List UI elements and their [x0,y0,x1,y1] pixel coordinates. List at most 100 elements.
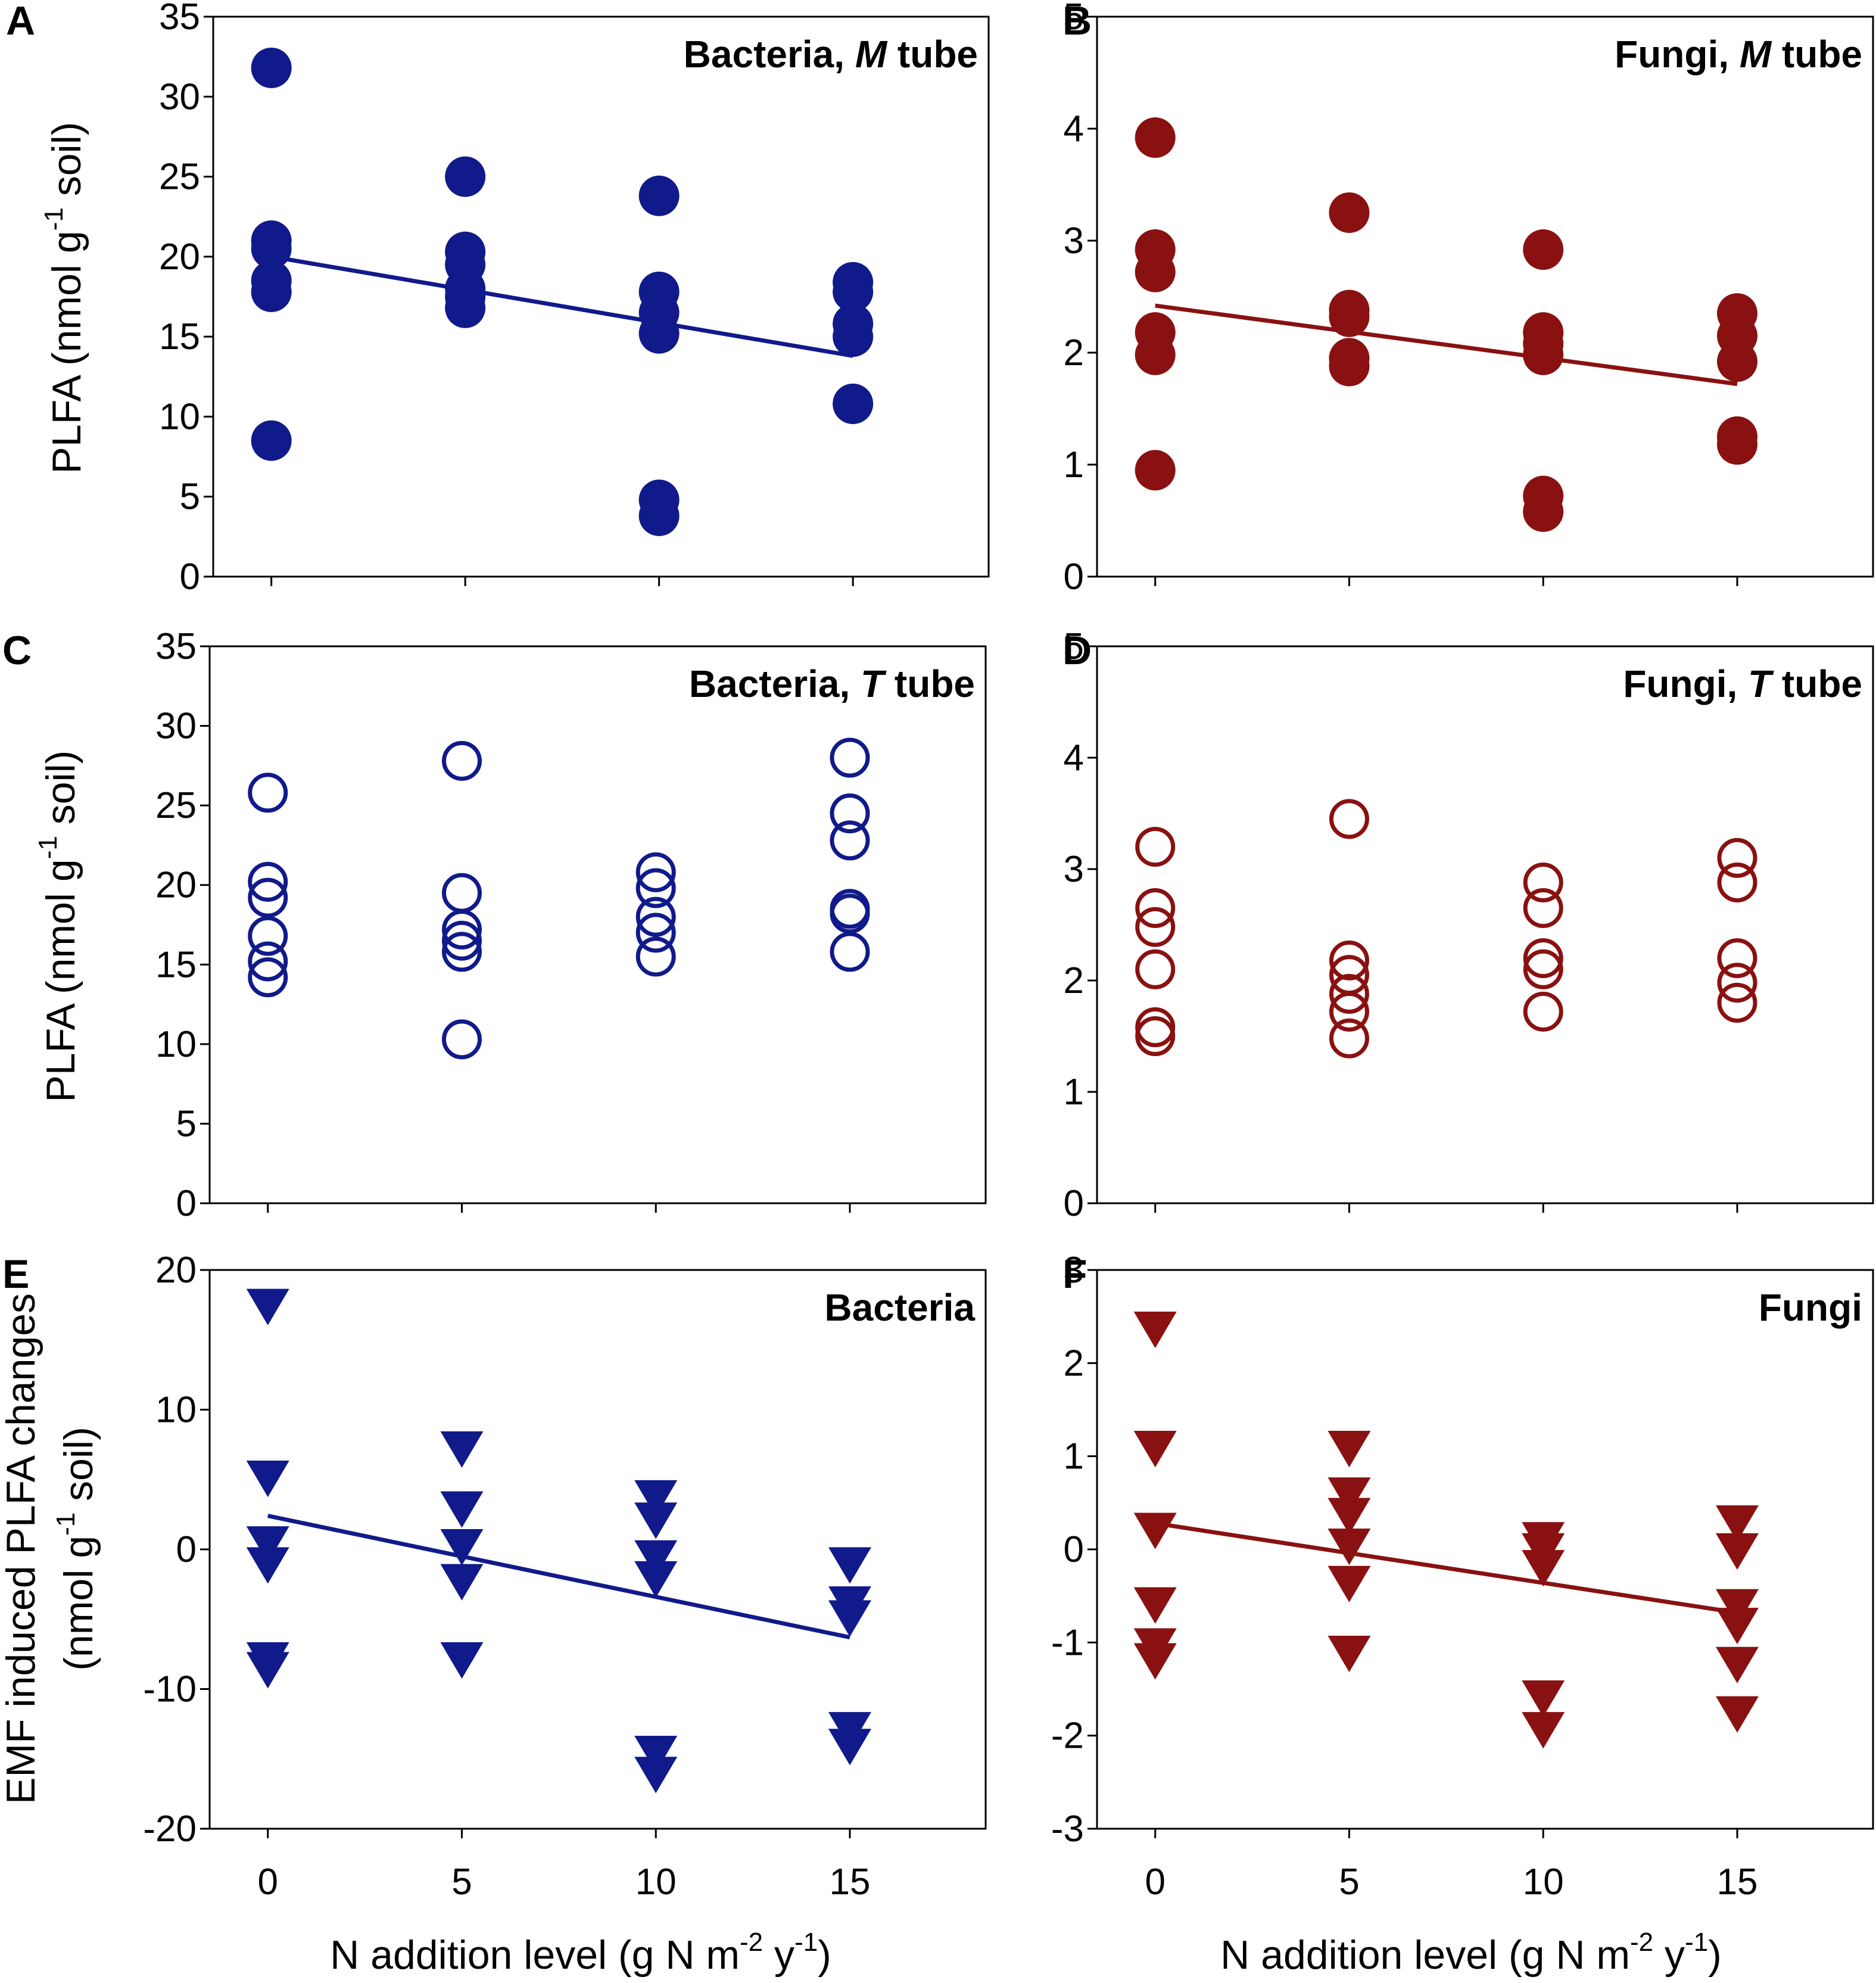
data-point [1133,1311,1177,1349]
data-point [1135,450,1176,491]
data-point [1135,888,1176,928]
x-axis-title-sup2: -1 [1685,1928,1708,1957]
y-tick-label: 15 [155,944,197,985]
x-tick-label: 15 [1716,1861,1757,1903]
y-axis-title-end: soil) [56,1427,101,1512]
y-axis-title-end: soil) [44,122,89,208]
data-point [246,1288,289,1325]
x-axis-title-sup2: -1 [794,1928,818,1957]
y-tick-label: 30 [159,76,200,117]
y-tick-label: 2 [1064,1343,1084,1384]
y-tick-label: 5 [180,477,200,518]
x-tick-label: 5 [451,1861,472,1903]
y-tick-label: 25 [159,157,200,198]
panel-title: Bacteria, T tube [689,662,975,705]
data-point [1715,1646,1759,1683]
data-point [251,47,292,88]
trend-line [271,254,853,358]
data-point [1522,1550,1565,1587]
data-point [1522,1712,1565,1749]
y-axis-title-c: PLFA (nmol g-1 soil) [33,751,83,1103]
data-point [248,941,288,982]
panel-title: Bacteria, M tube [684,33,978,76]
panel-title: Fungi [1759,1286,1862,1329]
panel-e: -20 -10 0 10 20 0 5 10 15 E Bacteria [2,1250,987,1903]
x-axis-title-left: N addition level (g N m-2 y-1) [330,1928,831,1978]
data-point [440,1564,484,1601]
x-tick-label: 10 [635,1861,677,1903]
panel-title-italic: T [861,662,887,705]
data-point [1327,1431,1371,1468]
y-tick-label: 10 [159,396,200,437]
panel-title-main: Fungi, [1615,33,1740,76]
data-point [1715,1589,1759,1626]
y-tick-label: 15 [159,316,200,357]
panel-d: 0 1 2 3 4 5D Fungi, T tube [1062,626,1874,1224]
x-axis-title-end: ) [818,1932,831,1978]
data-point [1522,1680,1565,1717]
data-point [638,175,680,216]
data-point [1523,491,1564,532]
data-point [1329,1018,1369,1059]
x-axis-title-mid: y [763,1932,794,1978]
data-point [1715,1505,1759,1542]
y-tick-label: 0 [1064,1183,1084,1224]
data-point [1717,963,1757,1003]
data-point [440,1529,484,1566]
data-point [246,1526,289,1563]
y-tick-label: 5 [1064,626,1084,667]
x-tick-label: 0 [257,1861,278,1903]
y-tick-label: 10 [155,1390,197,1431]
y-tick-label: 3 [1064,220,1084,262]
panel-title-main: Bacteria [824,1286,975,1329]
y-tick-label: 3 [1064,849,1084,890]
y-axis-title-end: soil) [38,751,83,836]
data-point [440,1491,484,1528]
data-point [246,1461,289,1498]
data-point [1329,296,1370,337]
data-point [441,740,482,781]
data-point [635,913,676,953]
data-point [634,1540,678,1577]
panel-title-main: Fungi [1759,1286,1862,1329]
x-axis-title-end: ) [1708,1932,1722,1978]
y-tick-label: 3 [1064,1250,1084,1291]
data-point [1523,862,1563,902]
panel-letter: D [1062,628,1092,673]
data-point [833,383,874,424]
data-point [638,495,680,536]
y-tick-label: 0 [1064,556,1084,597]
data-point [635,896,676,937]
data-point [1523,229,1564,270]
data-point [1716,341,1757,382]
plot-frame [1096,1269,1874,1830]
y-tick-label: -20 [143,1808,197,1850]
plot-frame [212,15,990,578]
data-point [441,920,482,961]
data-point [1327,1477,1371,1514]
data-point [635,936,676,977]
y-tick-label: -2 [1051,1716,1084,1757]
y-tick-label: -3 [1051,1808,1084,1850]
data-point [1329,799,1369,839]
plot-frame [1096,15,1874,578]
data-point [830,932,870,972]
data-point [1329,192,1370,233]
trend-line [267,1514,850,1640]
data-point [251,228,292,269]
data-point [246,1547,289,1584]
y-tick-label: -1 [1051,1622,1084,1663]
data-point [1327,1635,1371,1673]
data-point [1135,251,1176,292]
x-axis-title-main: N addition level (g N m [330,1932,740,1978]
panel-title-italic: M [855,33,888,76]
data-point [634,1757,678,1794]
data-point [1133,1431,1177,1468]
y-tick-label: 0 [180,556,200,597]
data-point [1523,888,1563,928]
x-tick-label: 5 [1339,1861,1359,1903]
panel-title: Bacteria [824,1286,975,1329]
y-axis-title-main: (nmol g [56,1536,101,1671]
